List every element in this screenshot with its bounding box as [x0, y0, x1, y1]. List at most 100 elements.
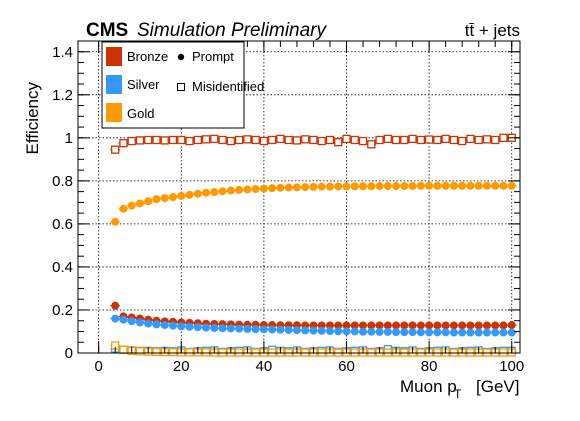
- y-tick-label: 0: [65, 345, 73, 362]
- legend-marker-misidentified: [177, 83, 185, 91]
- data-point: [160, 194, 169, 203]
- x-axis-title-sub: T: [454, 387, 462, 401]
- legend-swatch-gold: [106, 103, 122, 122]
- data-point: [449, 181, 458, 190]
- data-point: [491, 328, 500, 337]
- data-point: [309, 135, 318, 145]
- data-point: [375, 135, 384, 145]
- data-point: [416, 328, 425, 337]
- data-point: [193, 135, 202, 145]
- data-point: [301, 183, 310, 192]
- data-point: [325, 135, 335, 145]
- data-point: [482, 321, 491, 330]
- y-tick-label: 1: [65, 130, 73, 147]
- data-point: [441, 328, 450, 337]
- data-point: [251, 185, 260, 194]
- data-point: [491, 135, 500, 145]
- x-axis-title-unit: [GeV]: [476, 377, 519, 396]
- data-point: [111, 314, 120, 323]
- data-point: [284, 183, 293, 192]
- data-point: [441, 181, 450, 190]
- data-point: [268, 184, 277, 193]
- data-point: [177, 322, 186, 331]
- data-point: [449, 321, 458, 330]
- plot-frame: [77, 40, 521, 354]
- data-point: [359, 327, 368, 336]
- data-point: [201, 348, 211, 357]
- data-point: [350, 182, 359, 191]
- data-point: [433, 321, 442, 330]
- data-point: [317, 326, 326, 335]
- data-point: [325, 182, 334, 191]
- data-point: [177, 191, 186, 200]
- status-label: Simulation Preliminary: [137, 20, 328, 41]
- data-point: [359, 182, 368, 191]
- data-point: [499, 328, 508, 337]
- data-point: [367, 321, 376, 330]
- data-point: [499, 133, 508, 142]
- data-point: [119, 139, 128, 148]
- x-axis-title-main: Muon p: [400, 377, 457, 396]
- data-point: [259, 184, 268, 193]
- process-label: tt̄ + jets: [465, 21, 520, 40]
- data-point: [193, 189, 202, 198]
- legend-label-prompt: Prompt: [192, 49, 234, 64]
- data-point: [292, 136, 302, 145]
- data-point: [392, 321, 401, 330]
- data-point: [507, 328, 516, 337]
- data-point: [292, 183, 301, 192]
- data-point: [441, 134, 450, 144]
- data-point: [499, 181, 508, 190]
- data-point: [342, 327, 351, 336]
- data-point: [144, 135, 153, 145]
- y-tick-label: 1.2: [52, 87, 73, 104]
- data-point: [218, 135, 227, 145]
- data-points: [110, 133, 517, 357]
- data-point: [111, 301, 120, 310]
- data-point: [119, 204, 128, 213]
- data-point: [458, 328, 467, 337]
- data-point: [375, 182, 384, 191]
- data-point: [301, 135, 310, 144]
- data-point: [416, 135, 426, 145]
- data-point: [135, 318, 144, 327]
- data-point: [334, 327, 343, 336]
- data-point: [425, 328, 434, 337]
- data-point: [433, 181, 442, 190]
- data-point: [408, 328, 417, 337]
- data-point: [144, 319, 153, 328]
- data-point: [425, 321, 434, 330]
- data-point: [358, 136, 368, 146]
- data-point: [350, 327, 359, 336]
- data-point: [491, 181, 500, 190]
- data-point: [499, 321, 508, 330]
- data-point: [235, 324, 244, 333]
- data-point: [325, 321, 334, 330]
- data-point: [135, 199, 144, 208]
- data-point: [201, 135, 211, 144]
- data-point: [507, 181, 516, 190]
- x-tick-label: 40: [256, 358, 273, 375]
- data-point: [152, 347, 161, 357]
- data-point: [408, 182, 417, 191]
- data-point: [367, 182, 376, 191]
- data-point: [367, 140, 376, 149]
- x-tick-label: 20: [173, 358, 190, 375]
- data-point: [202, 188, 211, 197]
- data-point: [449, 328, 458, 337]
- data-point: [482, 181, 491, 190]
- y-tick-label: 0.8: [52, 173, 73, 190]
- data-point: [400, 328, 409, 337]
- legend-marker-prompt: [177, 53, 185, 61]
- data-point: [392, 182, 401, 191]
- data-point: [135, 347, 145, 356]
- data-point: [474, 328, 483, 337]
- data-point: [325, 327, 334, 336]
- data-point: [458, 136, 467, 146]
- x-tick-label: 80: [421, 358, 438, 375]
- legend-label-gold: Gold: [127, 106, 154, 121]
- data-point: [474, 181, 483, 190]
- legend-label-bronze: Bronze: [127, 49, 168, 64]
